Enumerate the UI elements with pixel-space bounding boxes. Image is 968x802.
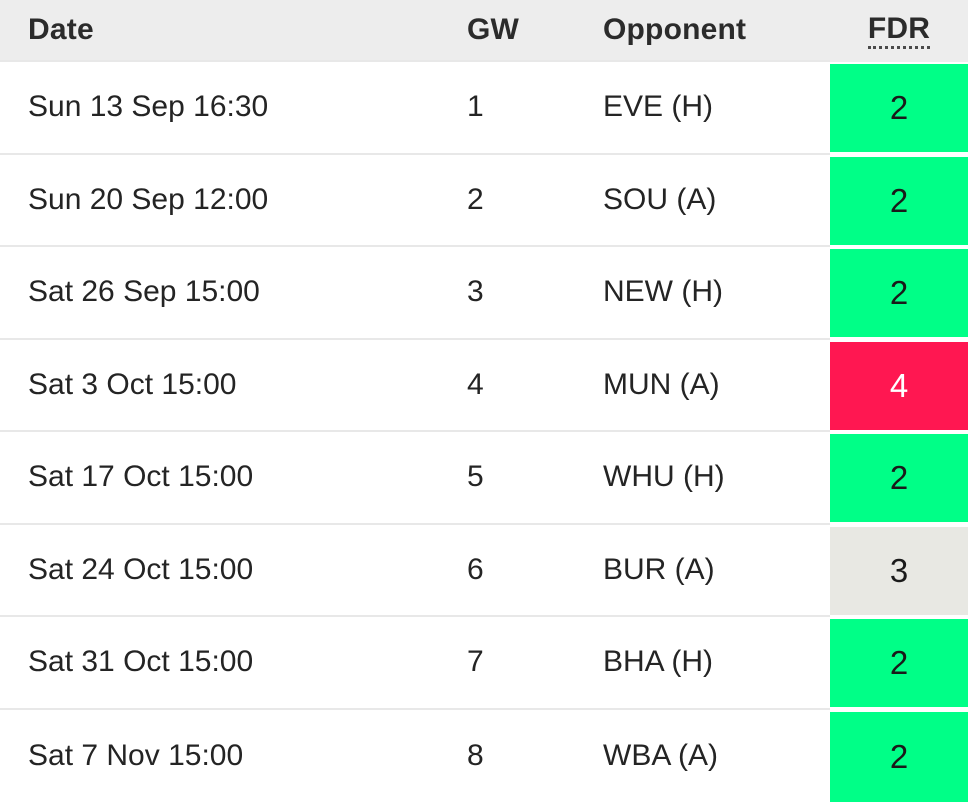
fixture-gameweek: 3 [467,247,603,340]
column-header-opponent: Opponent [603,0,830,62]
fdr-badge: 2 [830,619,968,707]
fdr-badge: 2 [830,64,968,152]
fixture-opponent: BUR (A) [603,525,830,617]
fixture-opponent: SOU (A) [603,155,830,247]
column-header-date: Date [0,0,467,62]
fixture-gameweek: 8 [467,738,484,772]
fixture-opponent: WBA (A) [603,738,719,772]
fdr-badge: 2 [830,249,968,337]
fixture-fdr-cell: 2 [830,62,968,155]
fixture-date: Sat 26 Sep 15:00 [0,247,467,340]
fixture-gameweek: 7 [467,617,603,710]
fixture-fdr-cell: 2 [830,247,968,340]
fixture-date: Sun 20 Sep 12:00 [0,155,467,247]
column-header-fdr: FDR [830,0,968,62]
column-header-gameweek: GW [467,0,603,62]
fixture-gameweek: 4 [467,340,603,432]
fixture-gameweek: 6 [467,525,603,617]
fdr-abbreviation-tooltip-trigger[interactable]: FDR [867,12,931,50]
fixture-date: Sat 3 Oct 15:00 [0,340,467,432]
fixture-row: Sun 13 Sep 16:30 1 EVE (H) 2 [0,62,968,155]
fixture-date: Sat 24 Oct 15:00 [0,525,467,617]
fixture-row: Sun 20 Sep 12:00 2 SOU (A) 2 [0,155,968,248]
fixture-row: Sat 7 Nov 15:00 8 WBA (A) 2 [0,710,968,802]
fixture-row: Sat 3 Oct 15:00 4 MUN (A) 4 [0,340,968,433]
fixture-gameweek: 2 [467,155,603,247]
fixture-opponent: WHU (H) [603,432,830,525]
table-header-row: Date GW Opponent FDR [0,0,968,62]
fixture-opponent: NEW (H) [603,247,830,340]
fixture-row: Sat 31 Oct 15:00 7 BHA (H) 2 [0,617,968,710]
fixture-row: Sat 26 Sep 15:00 3 NEW (H) 2 [0,247,968,340]
fixture-date: Sat 7 Nov 15:00 [28,738,244,772]
fixture-date: Sat 31 Oct 15:00 [0,617,467,710]
fixture-date: Sat 17 Oct 15:00 [0,432,467,525]
fixture-opponent: EVE (H) [603,62,830,155]
fdr-badge: 4 [830,341,968,430]
fixture-fdr-cell: 2 [830,432,968,525]
fixture-opponent: MUN (A) [603,340,830,432]
fixture-fdr-cell: 2 [830,617,968,710]
fdr-badge: 3 [830,526,968,615]
fixture-fdr-cell: 3 [830,525,968,618]
fixture-row: Sat 17 Oct 15:00 5 WHU (H) 2 [0,432,968,525]
fixture-gameweek: 1 [467,62,603,155]
fixture-fdr-cell: 2 [830,710,968,802]
fixture-fdr-cell: 4 [830,340,968,433]
fixture-date: Sun 13 Sep 16:30 [0,62,467,155]
fdr-badge: 2 [830,711,968,802]
fdr-badge: 2 [830,434,968,522]
fixture-gameweek: 5 [467,432,603,525]
fixture-fdr-cell: 2 [830,155,968,248]
fixture-row: Sat 24 Oct 15:00 6 BUR (A) 3 [0,525,968,618]
fdr-badge: 2 [830,156,968,245]
fixture-opponent: BHA (H) [603,617,830,710]
